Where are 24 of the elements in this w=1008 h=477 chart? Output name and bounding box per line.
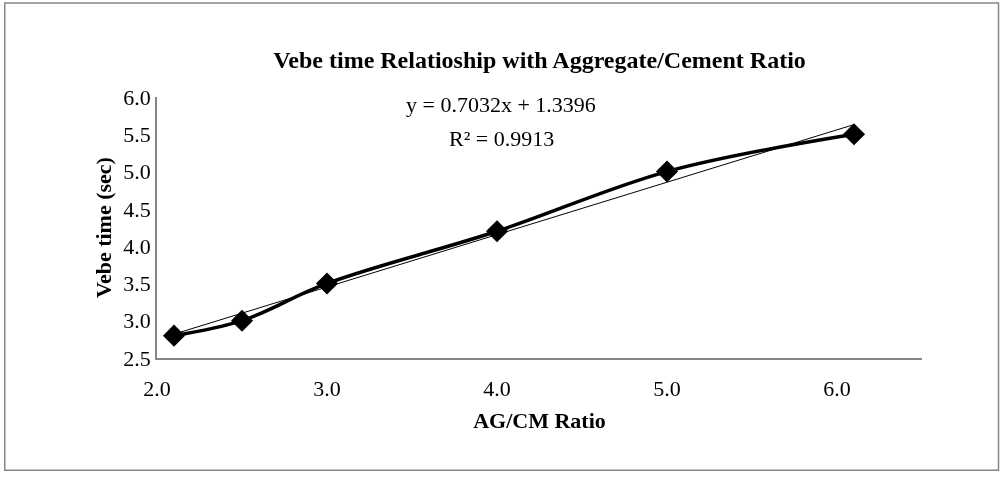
y-tick-label: 3.5: [123, 271, 151, 297]
annotation: y = 0.7032x + 1.3396: [406, 92, 596, 117]
x-tick-label: 2.0: [143, 376, 171, 402]
annotation: R² = 0.9913: [449, 126, 555, 151]
y-tick-label: 2.5: [123, 345, 151, 371]
point: [230, 309, 254, 332]
y-tick-label: 6.0: [123, 84, 151, 110]
y-tick-label: 3.0: [123, 308, 151, 334]
x-tick-label: 3.0: [313, 376, 341, 402]
x-tick-label: 6.0: [823, 376, 851, 402]
chart-title: Vebe time Relatioship with Aggregate/Cement Ratio: [273, 47, 806, 74]
x-axis-title: AG/CM Ratio: [473, 407, 606, 433]
point: [485, 220, 509, 243]
y-tick-label: 4.5: [123, 196, 151, 222]
y-tick-label: 4.0: [123, 233, 151, 259]
point: [315, 272, 339, 295]
point: [162, 324, 186, 347]
point: [655, 160, 679, 183]
y-tick-label: 5.0: [123, 159, 151, 185]
x-tick-label: 4.0: [483, 376, 511, 402]
y-axis-title: Vebe time (sec): [90, 157, 116, 298]
point: [842, 123, 866, 146]
x-tick-label: 5.0: [653, 376, 681, 402]
y-tick-label: 5.5: [123, 121, 151, 147]
